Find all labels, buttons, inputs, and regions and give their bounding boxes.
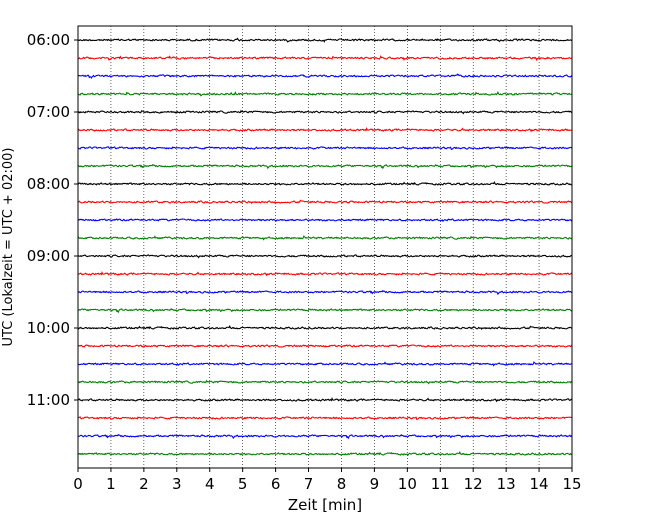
x-tick-label: 8 [337,475,347,493]
x-tick-label: 11 [431,475,450,493]
seismogram-trace [77,396,573,403]
y-axis-label: UTC (Lokalzeit = UTC + 02:00) [1,148,16,347]
x-tick-label: 12 [464,475,483,493]
seismogram-trace [77,55,573,62]
seismogram-trace [77,271,573,277]
seismogram-trace [77,433,573,440]
seismogram-trace [77,163,573,170]
y-tick-label: 06:00 [27,31,70,49]
seismogram-trace [77,451,573,456]
seismogram-trace [77,416,573,420]
x-tick-label: 15 [562,475,581,493]
seismogram-trace [77,361,573,367]
seismogram-trace [77,73,573,80]
x-tick-label: 7 [304,475,314,493]
seismogram-trace [77,126,573,133]
y-tick-label: 09:00 [27,247,70,265]
y-axis-ticks: 06:00 07:00 08:00 09:00 10:00 11:00 [27,31,78,409]
x-tick-label: 4 [205,475,215,493]
y-tick-label: 11:00 [27,391,70,409]
x-tick-label: 5 [238,475,248,493]
seismogram-trace [77,254,573,259]
y-tick-label: 08:00 [27,175,70,193]
x-tick-label: 1 [106,475,116,493]
seismogram-trace [77,344,573,348]
seismogram-trace [77,90,573,97]
plot-frame [77,25,573,469]
x-axis-ticks: 0 1 2 3 4 5 6 7 8 9 10 11 12 13 14 15 [73,468,582,493]
seismogram-trace [77,325,573,331]
x-tick-label: 9 [370,475,380,493]
seismogram-traces [77,37,573,456]
seismogram-trace [77,109,573,115]
x-tick-label: 10 [398,475,417,493]
x-tick-label: 6 [271,475,281,493]
seismogram-trace [77,181,573,186]
seismogram-trace [77,218,573,222]
y-tick-label: 10:00 [27,319,70,337]
x-tick-label: 2 [139,475,149,493]
seismogram-trace [77,308,573,314]
x-tick-label: 0 [73,475,83,493]
y-tick-label: 07:00 [27,103,70,121]
grid-lines [110,26,540,468]
seismogram-trace [77,37,573,43]
seismogram-trace [77,379,573,385]
x-tick-label: 13 [497,475,516,493]
seismogram-trace [77,235,573,241]
x-axis-label: Zeit [min] [288,496,362,514]
x-tick-label: 14 [530,475,549,493]
seismogram-trace [77,289,573,296]
x-tick-label: 3 [172,475,182,493]
seismogram-trace [77,146,573,150]
seismogram-trace [77,199,573,205]
